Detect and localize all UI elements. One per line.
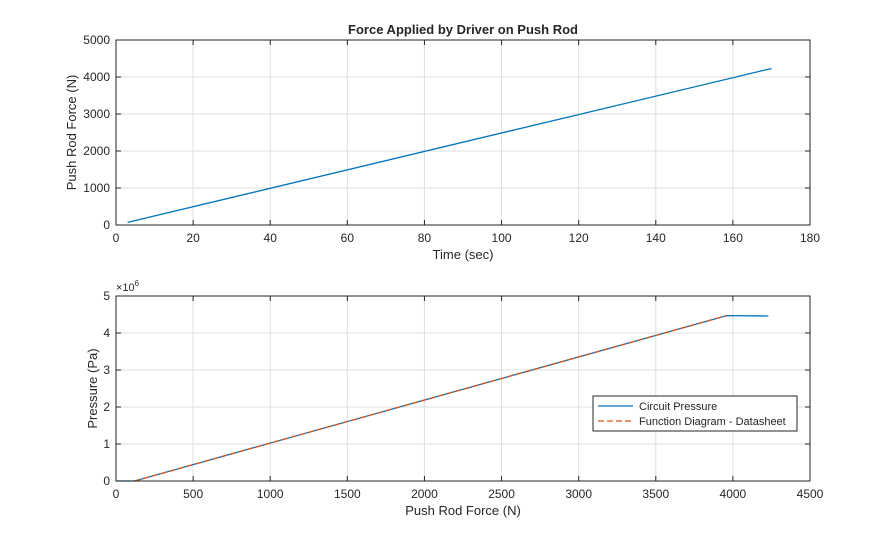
x-tick-label: 140 — [646, 231, 666, 245]
y-exponent-power: 6 — [135, 279, 140, 288]
x-tick-label: 0 — [113, 231, 120, 245]
y-axis-label: Pressure (Pa) — [85, 348, 100, 428]
x-tick-label: 1500 — [334, 487, 361, 501]
x-tick-label: 20 — [186, 231, 200, 245]
pressure-vs-force-chart: 0 500 1000 1500 2000 2500 3000 3500 4000 4500 0 1 2 3… — [85, 279, 824, 518]
x-tick-label: 2000 — [411, 487, 438, 501]
force-vs-time-chart: 0 20 40 60 80 100 120 140 160 180 0 1000 2000 3000 400… — [64, 22, 820, 262]
x-tick-label: 500 — [183, 487, 203, 501]
tick-layer: 0 20 40 60 80 100 120 140 160 180 0 1000 2000 3000 400… — [83, 33, 820, 245]
legend: Circuit Pressure Function Diagram - Datas… — [592, 395, 798, 432]
y-tick-label: 3 — [103, 363, 110, 377]
plot-area — [116, 296, 810, 481]
x-tick-label: 40 — [264, 231, 278, 245]
x-tick-label: 0 — [113, 487, 120, 501]
y-axis-label: Push Rod Force (N) — [64, 75, 79, 191]
y-tick-label: 2 — [103, 400, 110, 414]
x-tick-label: 1000 — [257, 487, 284, 501]
x-tick-label: 2500 — [488, 487, 515, 501]
x-tick-label: 160 — [723, 231, 743, 245]
series-layer — [127, 67, 772, 224]
series-line — [127, 67, 772, 224]
plot-frame — [115, 295, 811, 482]
x-tick-label: 180 — [800, 231, 820, 245]
x-tick-label: 80 — [418, 231, 432, 245]
legend-label: Circuit Pressure — [639, 401, 717, 413]
y-axis-exponent: ×106 — [116, 279, 140, 294]
y-tick-label: 2000 — [83, 144, 110, 158]
x-tick-label: 60 — [341, 231, 355, 245]
y-tick-label: 5000 — [83, 33, 110, 47]
x-tick-label: 3500 — [642, 487, 669, 501]
x-tick-label: 100 — [492, 231, 512, 245]
legend-box — [592, 395, 798, 432]
chart-title: Force Applied by Driver on Push Rod — [348, 22, 578, 37]
plot-area — [116, 40, 810, 225]
x-tick-label: 120 — [569, 231, 589, 245]
y-tick-label: 4 — [103, 326, 110, 340]
x-tick-label: 4000 — [720, 487, 747, 501]
x-axis-label: Time (sec) — [433, 247, 494, 262]
tick-layer: 0 500 1000 1500 2000 2500 3000 3500 4000 4500 0 1 2 3… — [103, 289, 823, 501]
y-tick-label: 5 — [103, 289, 110, 303]
y-tick-label: 3000 — [83, 107, 110, 121]
x-tick-label: 4500 — [797, 487, 824, 501]
y-tick-label: 0 — [103, 474, 110, 488]
series-line — [134, 314, 727, 482]
plot-frame — [115, 39, 811, 226]
y-tick-label: 1 — [103, 437, 110, 451]
y-tick-label: 1000 — [83, 181, 110, 195]
x-tick-label: 3000 — [565, 487, 592, 501]
x-axis-label: Push Rod Force (N) — [405, 503, 521, 518]
y-tick-label: 0 — [103, 218, 110, 232]
y-tick-label: 4000 — [83, 70, 110, 84]
y-exponent-base: ×10 — [116, 282, 135, 294]
legend-label: Function Diagram - Datasheet — [639, 416, 786, 428]
